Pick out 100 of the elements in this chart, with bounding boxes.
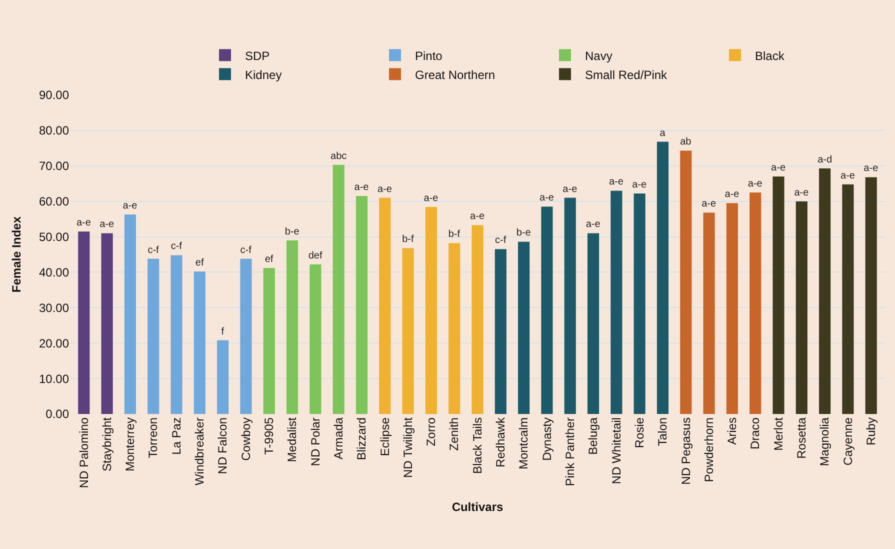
data-label: def — [308, 250, 322, 262]
bar — [332, 164, 344, 414]
data-label: a-e — [748, 178, 763, 190]
x-tick-label: Beluga — [586, 417, 600, 455]
bar — [472, 225, 484, 414]
bar — [148, 258, 160, 414]
bar — [263, 268, 275, 414]
bar — [286, 240, 298, 414]
legend-label: Black — [755, 48, 786, 63]
x-tick-label: ND Pegasus — [678, 417, 693, 485]
data-label: a-e — [100, 219, 114, 230]
y-tick-label: 10.00 — [38, 372, 70, 386]
bar — [379, 198, 391, 414]
bar — [101, 233, 113, 414]
bar — [750, 192, 762, 414]
data-label: a-d — [818, 154, 832, 166]
bar — [703, 212, 715, 414]
bar — [772, 176, 784, 414]
data-label: b-f — [448, 229, 460, 240]
x-tick-label: ND Polar — [308, 417, 322, 466]
legend-label: Small Red/Pink — [585, 68, 668, 82]
y-tick-label: 60.00 — [38, 194, 70, 209]
x-tick-label: Montcalm — [516, 417, 531, 470]
bar — [656, 142, 669, 414]
data-label: a-e — [540, 192, 554, 204]
data-label: c-f — [240, 244, 252, 256]
y-tick-label: 40.00 — [38, 265, 70, 280]
data-label: abc — [330, 150, 347, 162]
x-tick-label: ND Palomino — [76, 417, 91, 488]
data-label: a-e — [632, 180, 648, 191]
bar — [170, 255, 182, 414]
bar — [518, 242, 530, 414]
x-tick-label: Merlot — [771, 416, 786, 451]
y-tick-label: 90.00 — [38, 88, 70, 102]
x-tick-label: Dynasty — [540, 417, 554, 461]
data-label: ef — [195, 258, 204, 269]
legend-label: SDP — [245, 48, 270, 63]
data-label: a-e — [424, 193, 439, 204]
bar — [78, 231, 90, 414]
x-tick-label: ND Whitetail — [609, 417, 624, 484]
x-tick-label: Powderhorn — [702, 417, 716, 482]
data-label: f — [221, 326, 224, 338]
legend-label: Navy — [585, 48, 612, 63]
x-tick-label: ND Falcon — [216, 417, 230, 474]
x-tick-label: Medalist — [285, 416, 300, 462]
data-label: a-e — [771, 162, 786, 174]
data-label: c-f — [148, 244, 160, 256]
x-tick-label: Blizzard — [354, 417, 369, 460]
data-label: ab — [680, 136, 692, 148]
data-label: a-e — [794, 187, 810, 198]
bar — [587, 233, 600, 414]
x-tick-label: Zorro — [424, 417, 438, 446]
data-label: a-e — [702, 198, 716, 210]
data-label: a-e — [724, 189, 740, 200]
data-label: c-f — [494, 235, 506, 246]
data-label: a-e — [840, 170, 856, 182]
data-label: a-e — [586, 219, 601, 230]
bar — [819, 168, 831, 414]
data-label: a-e — [377, 184, 392, 195]
bar — [310, 264, 322, 414]
y-tick-label: 50.00 — [38, 230, 70, 244]
x-tick-label: Draco — [748, 417, 762, 450]
x-tick-label: Aries — [725, 417, 740, 445]
bar — [194, 272, 206, 414]
legend-label: Great Northern — [415, 68, 496, 82]
x-tick-label: Ruby — [864, 417, 878, 446]
x-tick-label: Cowboy — [238, 417, 253, 461]
x-tick-label: Rosie — [632, 417, 646, 448]
x-tick-label: Zenith — [447, 417, 462, 451]
y-tick-label: 0.00 — [46, 407, 70, 422]
x-tick-label: T-9905 — [262, 417, 276, 455]
bar — [402, 248, 414, 414]
bar — [796, 201, 808, 414]
data-label: a — [660, 128, 666, 139]
bar — [240, 258, 252, 414]
y-tick-label: 80.00 — [38, 124, 70, 138]
legend-label: Kidney — [245, 68, 282, 82]
data-label: a-e — [608, 176, 624, 188]
data-label: a-e — [354, 182, 370, 194]
bar — [356, 196, 368, 414]
x-tick-label: Black Tails — [470, 417, 484, 474]
x-axis-title: Cultivars — [452, 500, 504, 514]
bar — [541, 206, 553, 414]
x-tick-label: Staybright — [100, 416, 114, 472]
data-label: b-f — [402, 234, 414, 246]
data-label: c-f — [170, 241, 182, 252]
x-tick-label: La Paz — [169, 417, 184, 455]
x-tick-label: Rosetta — [794, 417, 809, 459]
bar — [217, 340, 229, 414]
legend-label: Pinto — [415, 48, 443, 63]
bar — [494, 249, 506, 414]
x-tick-label: Torreon — [146, 417, 160, 458]
bar — [448, 243, 460, 414]
bar — [425, 207, 437, 414]
y-axis-title: Female Index — [9, 216, 24, 293]
x-tick-label: Talon — [656, 417, 670, 446]
data-label: a-e — [470, 211, 485, 222]
x-tick-label: Armada — [331, 417, 346, 460]
x-tick-label: ND Twilight — [400, 416, 415, 478]
x-tick-label: Eclipse — [378, 417, 392, 456]
